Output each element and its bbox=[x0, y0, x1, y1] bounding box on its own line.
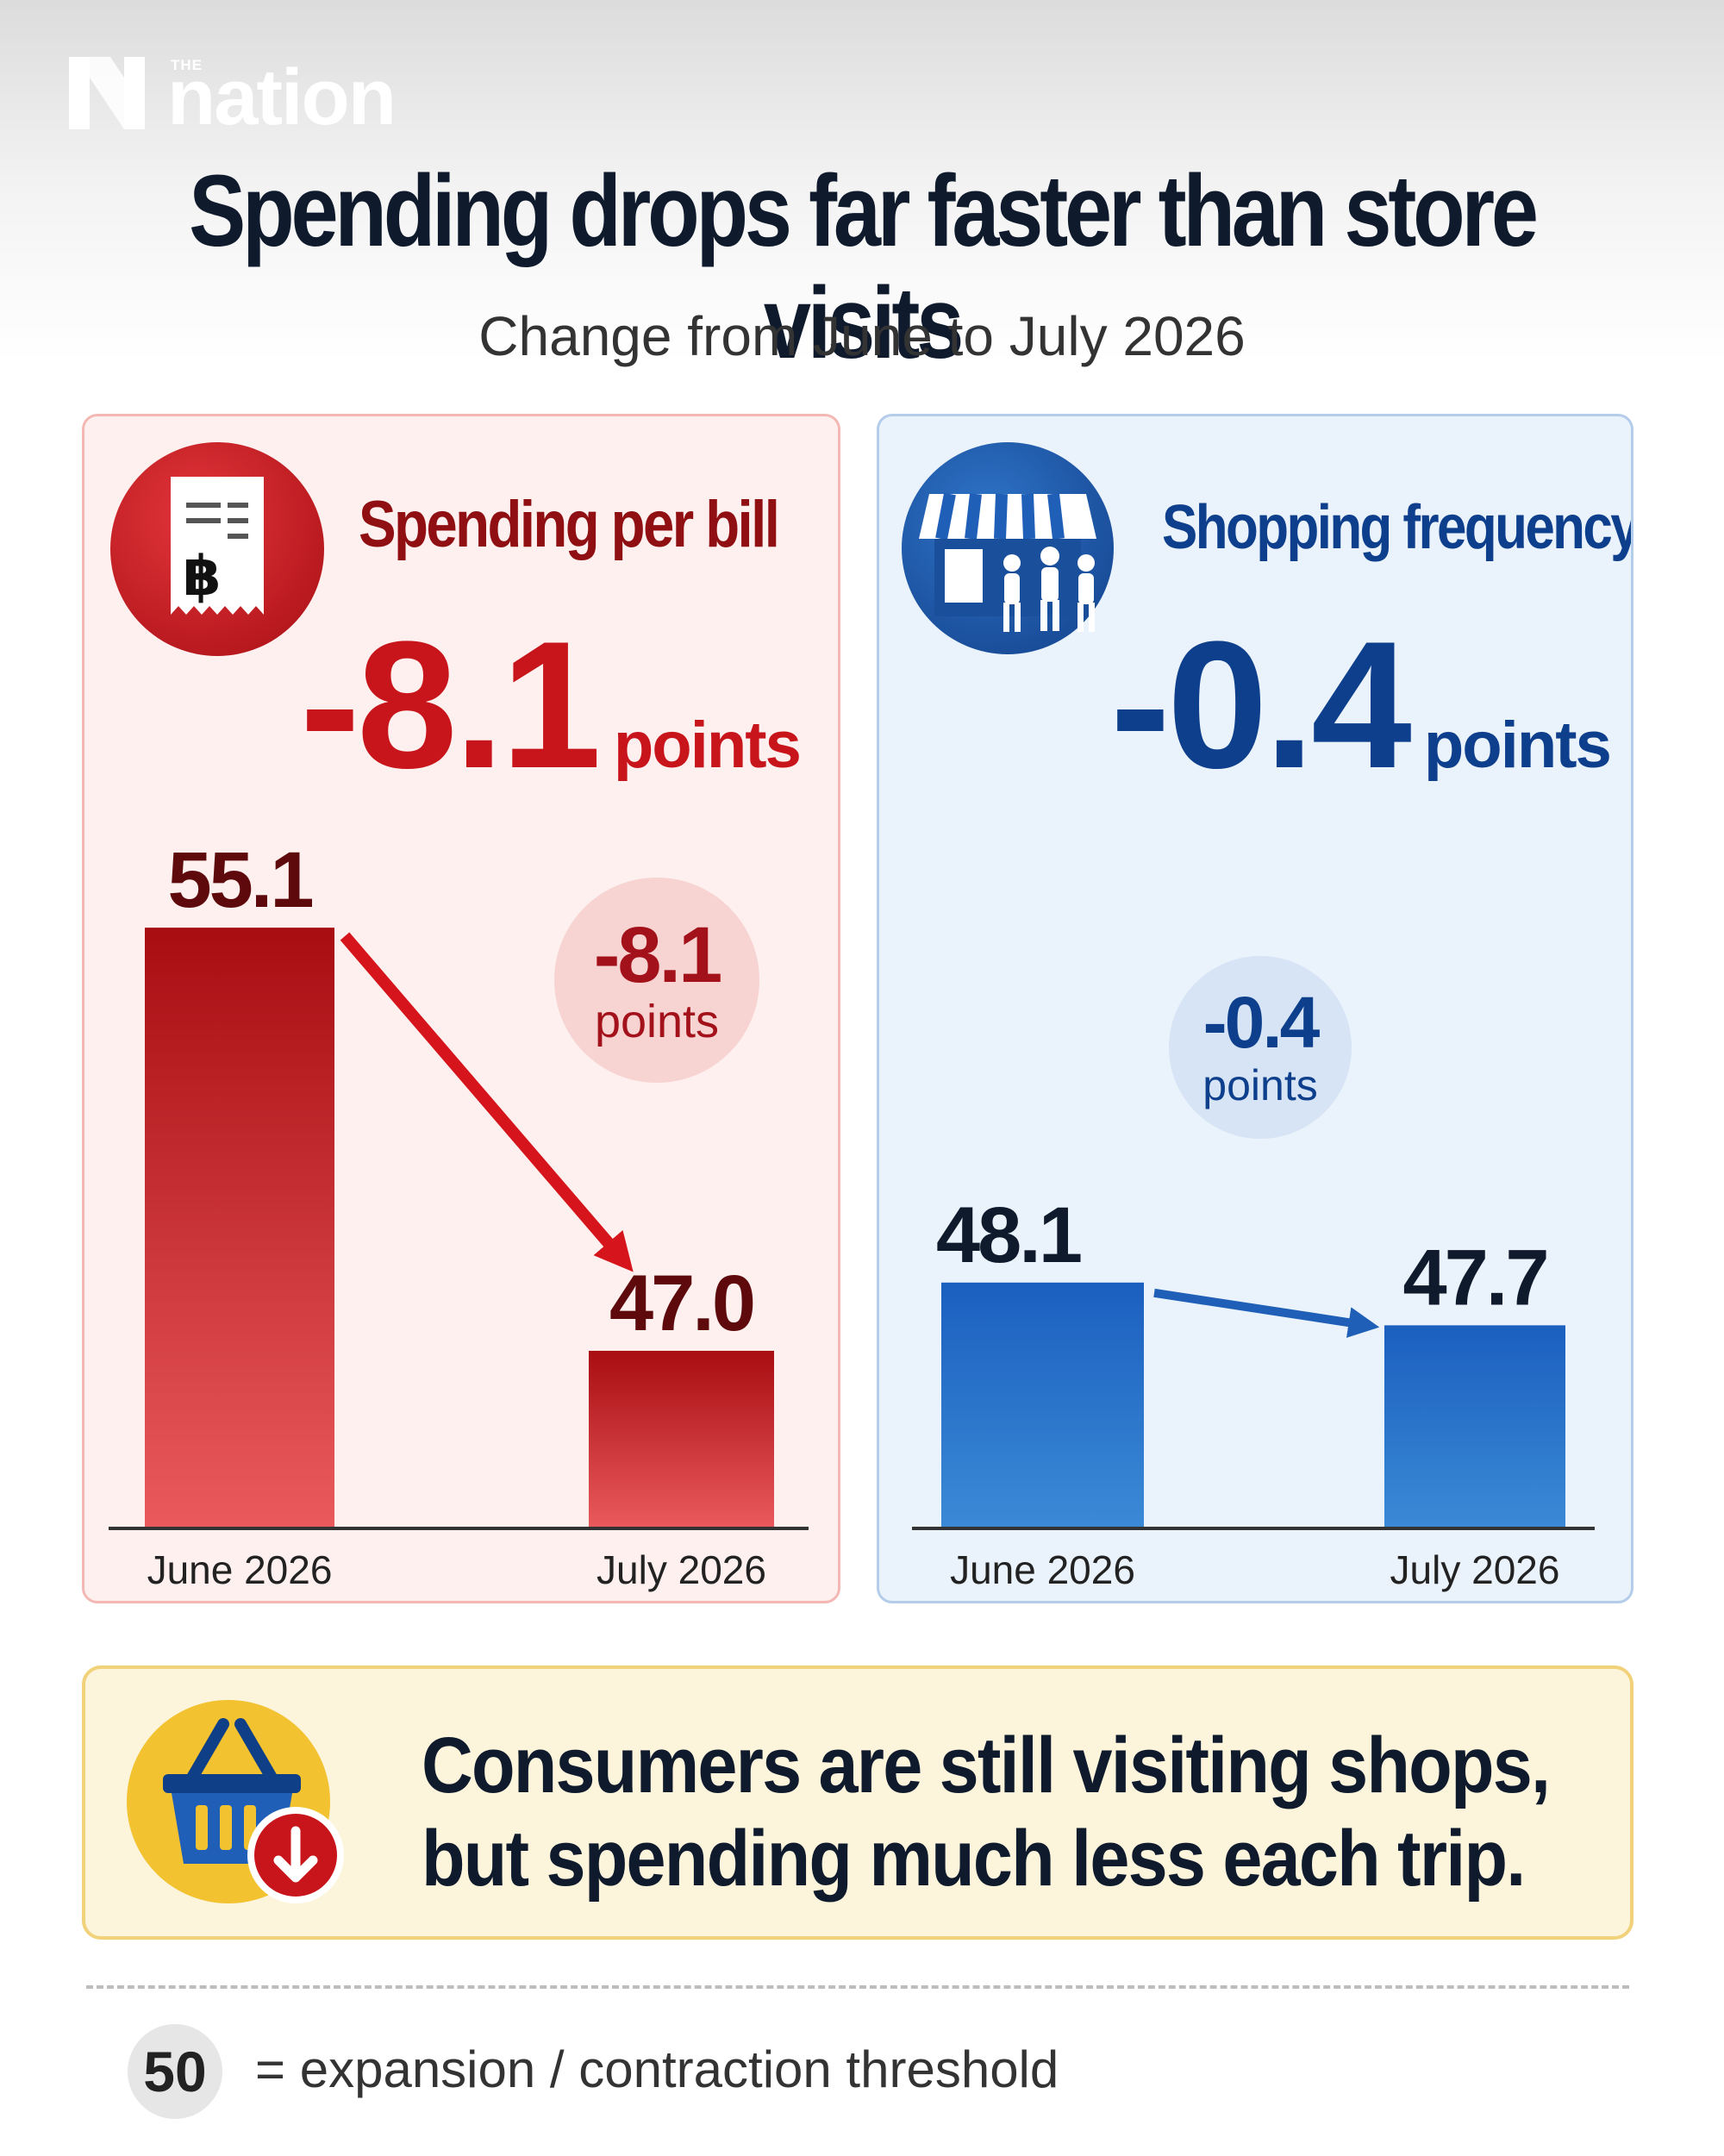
footnote-divider bbox=[86, 1985, 1629, 1989]
frequency-panel-title: Shopping frequency bbox=[1162, 493, 1633, 562]
bar-june-2026 bbox=[941, 1282, 1144, 1528]
category-label: June 2026 bbox=[950, 1547, 1135, 1592]
frequency-change-unit: points bbox=[1423, 709, 1612, 782]
spending-bubble-value: -8.1 bbox=[593, 911, 723, 999]
frequency-change: -0.4 points bbox=[1110, 615, 1612, 796]
category-label: July 2026 bbox=[597, 1547, 766, 1592]
frequency-bar-chart: 48.1 June 2026 47.7 July 2026 bbox=[912, 1191, 1595, 1592]
shopping-basket-down-icon bbox=[127, 1695, 351, 1910]
storefront-shoppers-icon bbox=[902, 442, 1114, 654]
frequency-bubble-unit: points bbox=[1202, 1061, 1318, 1109]
frequency-bubble-value: -0.4 bbox=[1202, 982, 1321, 1063]
trend-arrow bbox=[340, 932, 634, 1272]
threshold-badge: 50 bbox=[128, 2024, 222, 2119]
page-title: Spending drops far faster than store vis… bbox=[189, 154, 1539, 380]
category-label: July 2026 bbox=[1390, 1547, 1560, 1592]
brand-logo: THE nation bbox=[69, 53, 431, 141]
spending-change-bubble: -8.1 points bbox=[554, 878, 759, 1083]
bar-value-label: 47.0 bbox=[609, 1259, 753, 1347]
category-label: June 2026 bbox=[147, 1547, 333, 1592]
bar-value-label: 48.1 bbox=[936, 1191, 1081, 1279]
nation-logo-icon bbox=[69, 57, 145, 129]
takeaway-line-1: Consumers are still visiting shops, bbox=[422, 1722, 1551, 1809]
frequency-panel: Shopping frequency -0.4 points -0.4 point… bbox=[877, 414, 1633, 1603]
spending-bubble-unit: points bbox=[594, 996, 720, 1047]
receipt-baht-icon: ฿ bbox=[110, 442, 324, 656]
brand-name: nation bbox=[167, 53, 397, 141]
frequency-change-value: -0.4 bbox=[1110, 603, 1412, 806]
spending-change-unit: points bbox=[613, 709, 802, 782]
bar-value-label: 47.7 bbox=[1402, 1234, 1546, 1322]
bar-july-2026 bbox=[589, 1350, 774, 1528]
spending-panel: ฿ Spending per bill -8.1 points -8.1 poin… bbox=[82, 414, 840, 1603]
bar-value-label: 55.1 bbox=[167, 836, 312, 924]
takeaway-box: Consumers are still visiting shops, but … bbox=[82, 1665, 1633, 1940]
bar-june-2026 bbox=[145, 928, 334, 1528]
page-subtitle: Change from June to July 2026 bbox=[478, 305, 1246, 367]
spending-bar-chart: 55.1 June 2026 47.0 July 2026 bbox=[109, 836, 809, 1592]
threshold-note: = expansion / contraction threshold bbox=[255, 2040, 1059, 2098]
takeaway-text: Consumers are still visiting shops, but … bbox=[422, 1719, 1551, 1905]
bar-july-2026 bbox=[1384, 1325, 1565, 1528]
brand-the: THE bbox=[171, 57, 203, 73]
spending-change-value: -8.1 bbox=[300, 603, 602, 806]
frequency-change-bubble: -0.4 points bbox=[1169, 956, 1352, 1139]
baht-symbol: ฿ bbox=[183, 545, 222, 607]
trend-arrow bbox=[1153, 1288, 1380, 1338]
spending-panel-title: Spending per bill bbox=[359, 488, 780, 561]
spending-change: -8.1 points bbox=[300, 615, 802, 796]
takeaway-line-2: but spending much less each trip. bbox=[422, 1815, 1526, 1903]
